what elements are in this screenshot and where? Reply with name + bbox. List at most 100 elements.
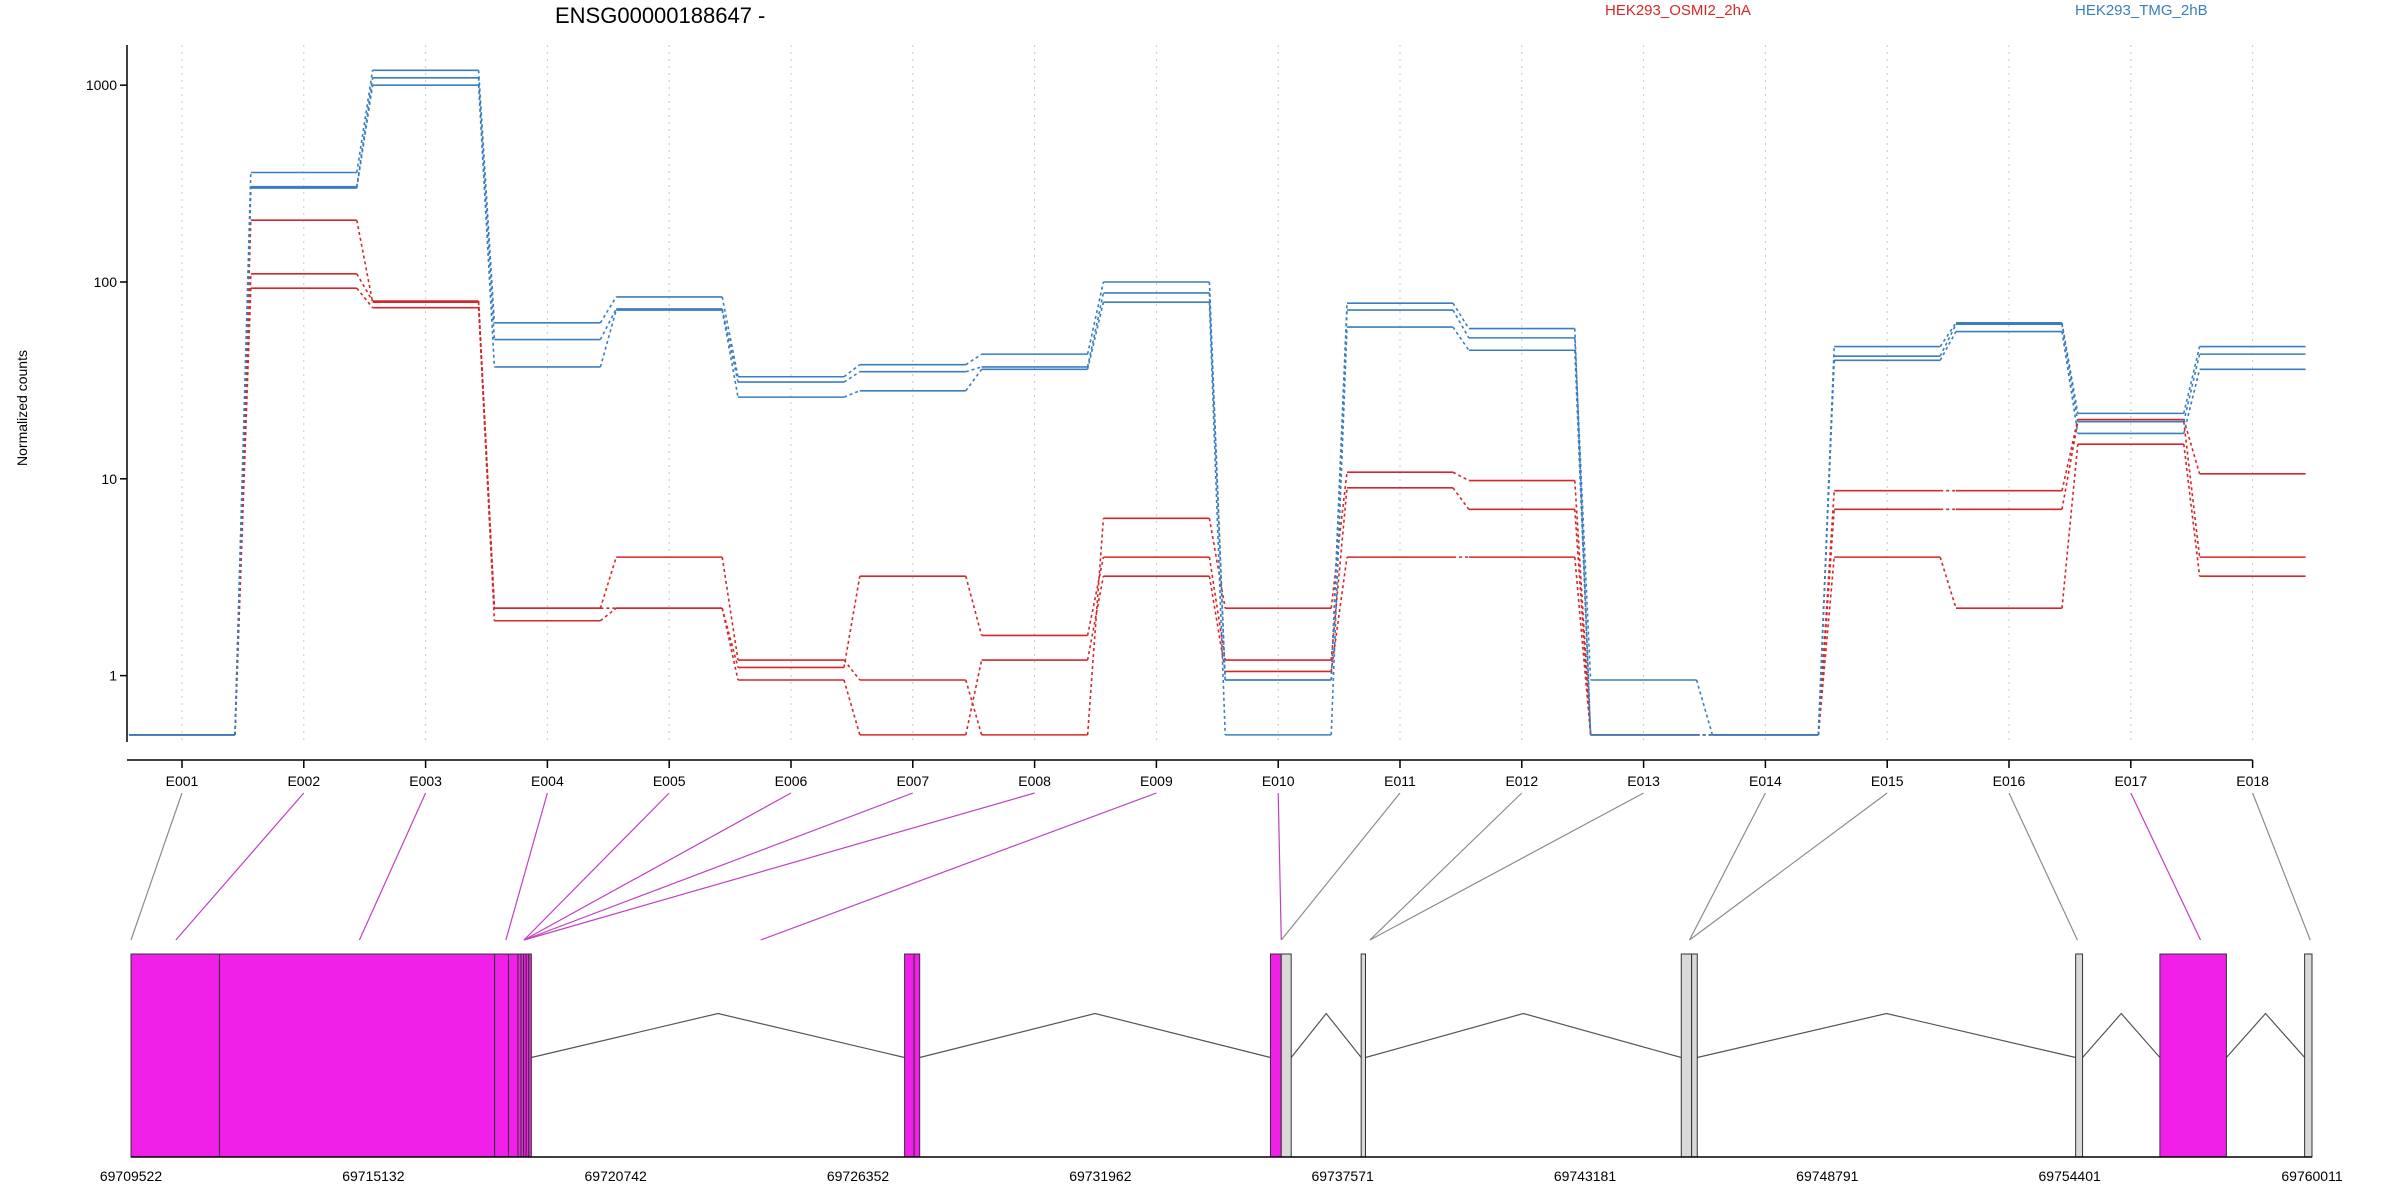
connector-E011	[1280, 792, 1401, 941]
connector-E001	[130, 792, 183, 941]
series-5-transition	[234, 186, 252, 735]
x-tick-label-E007: E007	[896, 773, 929, 789]
exon-highlighted	[904, 953, 915, 1158]
series-6-transition	[843, 390, 861, 398]
connector-E006	[523, 792, 792, 941]
series-4-transition	[1452, 302, 1470, 329]
series-3-transition	[477, 307, 496, 621]
connector-E013	[1369, 792, 1644, 941]
connector-E009	[760, 792, 1157, 941]
x-tick-label-E017: E017	[2114, 773, 2147, 789]
series-6-transition	[721, 309, 739, 398]
series-6-transition	[477, 85, 496, 368]
series-1-transition	[843, 659, 861, 681]
coordinate-label: 69743181	[1554, 1168, 1617, 1184]
series-6-transition	[1330, 327, 1348, 735]
series-4-transition	[1574, 328, 1592, 735]
series-6-transition	[1574, 350, 1592, 735]
gene-model: 69709522 69715132 69720742 69726352 69731962…	[100, 953, 2343, 1184]
series-6-transition	[2061, 331, 2079, 434]
series-1-transition	[234, 220, 252, 735]
series-2-transition	[1452, 487, 1470, 510]
intron-line	[2082, 1012, 2161, 1058]
coordinate-label: 69720742	[585, 1168, 648, 1184]
connector-E012	[1369, 792, 1523, 941]
series-2-transition	[965, 575, 983, 636]
connector-E008	[523, 792, 1035, 941]
series-6-transition	[1452, 326, 1470, 351]
series-2-transition	[843, 576, 861, 668]
series-1-transition	[356, 220, 374, 303]
series-3	[129, 287, 2306, 736]
series-4	[129, 69, 2306, 736]
series-2-transition	[1817, 509, 1835, 735]
series-3-transition	[1939, 556, 1957, 609]
exon	[1680, 953, 1693, 1158]
series-2-transition	[1330, 487, 1348, 661]
series-1-transition	[721, 557, 739, 661]
intron-line	[1697, 1012, 2076, 1059]
intron-line	[1365, 1012, 1682, 1059]
series-5-transition	[1452, 309, 1470, 339]
chart-title: ENSG00000188647 -	[555, 3, 765, 28]
series-6-transition	[965, 368, 983, 392]
series-2-transition	[2183, 421, 2201, 558]
exon-highlighted	[528, 953, 532, 1158]
vertical-gridlines	[181, 45, 2254, 742]
series-4-transition	[965, 353, 983, 366]
exon-highlighted	[913, 953, 921, 1158]
series-5-transition	[1939, 323, 1957, 357]
coordinate-label: 69709522	[100, 1168, 163, 1184]
x-tick-label-E015: E015	[1871, 773, 1904, 789]
exon	[1691, 953, 1698, 1158]
series-3-transition	[2061, 444, 2079, 609]
intron-line	[531, 1012, 905, 1059]
x-tick-label-E014: E014	[1749, 773, 1782, 789]
legend-entry-tmg: HEK293_TMG_2hB	[2075, 2, 2208, 19]
x-tick-label-E009: E009	[1140, 773, 1173, 789]
series-6-transition	[2183, 369, 2201, 434]
series-6-transition	[599, 309, 617, 368]
series-4-transition	[1086, 281, 1105, 355]
series-3-transition	[721, 608, 739, 681]
series-3-transition	[965, 659, 983, 736]
coordinate-label: 69760011	[2281, 1168, 2342, 1184]
series-4-transition	[356, 70, 374, 173]
series-4-transition	[721, 296, 739, 377]
exon-highlighted	[1269, 953, 1282, 1158]
series-1	[129, 219, 2306, 736]
series-5-transition	[1330, 310, 1348, 681]
series-1-transition	[1574, 480, 1592, 735]
series-1-transition	[1086, 518, 1105, 735]
x-tick-label-E010: E010	[1262, 773, 1295, 789]
x-tick-label-E002: E002	[287, 773, 320, 789]
series-3-transition	[356, 287, 374, 309]
connector-E003	[358, 792, 427, 941]
series-3-transition	[599, 607, 617, 622]
series-2-transition	[1086, 556, 1105, 636]
exon	[2075, 953, 2084, 1158]
x-tick-label-E013: E013	[1627, 773, 1660, 789]
exon-highlighted	[2159, 953, 2227, 1158]
legend-entry-osmi: HEK293_OSMI2_2hA	[1605, 2, 1751, 19]
series-3-transition	[1330, 557, 1348, 672]
series-lines	[129, 69, 2306, 736]
coordinate-label: 69715132	[342, 1168, 405, 1184]
x-tick-label-E012: E012	[1505, 773, 1538, 789]
y-tick-label: 1000	[86, 77, 117, 93]
coordinate-label: 69731962	[1069, 1168, 1132, 1184]
exon-highlighted	[494, 953, 509, 1158]
series-5-transition	[843, 371, 861, 383]
series-5-transition	[599, 308, 617, 340]
y-tick-label: 100	[94, 274, 118, 290]
connector-E007	[523, 792, 914, 941]
intron-line	[1290, 1012, 1362, 1058]
connector-E010	[1277, 792, 1282, 941]
x-tick-label-E003: E003	[409, 773, 442, 789]
connector-E016	[2008, 792, 2078, 941]
y-axis-label: Normalized counts	[14, 350, 30, 466]
x-tick-label-E011: E011	[1384, 773, 1416, 789]
connector-E015	[1689, 792, 1888, 941]
coordinate-label: 69754401	[2039, 1168, 2102, 1184]
